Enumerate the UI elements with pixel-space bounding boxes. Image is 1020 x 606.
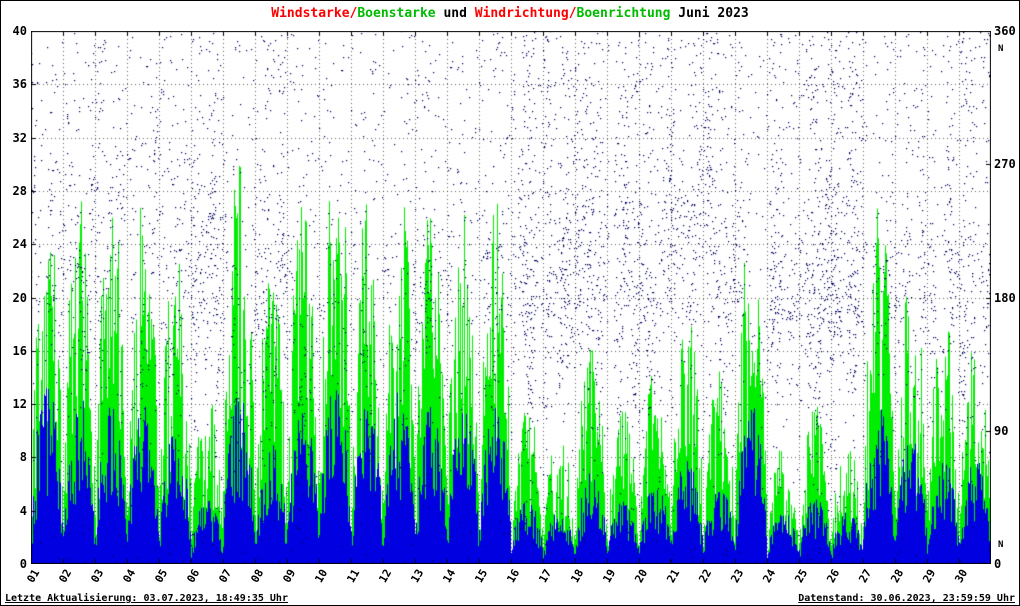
x-axis-day-label: 16 [504, 567, 523, 585]
chart-title-segment: Windrichtung/ [474, 6, 577, 21]
x-axis-day-label: 09 [280, 567, 299, 585]
x-axis-day-label: 17 [536, 567, 555, 585]
chart-title-segment: Windstarke/ [271, 6, 358, 21]
y-axis-right-tick-label: 0 [994, 557, 1002, 571]
x-axis-day-label: 10 [312, 567, 331, 585]
x-axis-day-label: 23 [728, 567, 747, 585]
y-axis-right-tick-label: 270 [994, 157, 1016, 172]
y-axis-left-tick-label: 20 [12, 290, 27, 305]
data-state-text: Datenstand: 30.06.2023, 23:59:59 Uhr [798, 593, 1015, 604]
x-axis-day-label: 18 [568, 567, 587, 585]
y-axis-left-tick-label: 32 [12, 130, 27, 145]
compass-north-label-bottom: N [998, 540, 1004, 550]
y-axis-left-tick-label: 8 [19, 450, 27, 465]
y-axis-right-tick-label: 90 [994, 423, 1009, 438]
x-axis-day-label: 14 [440, 567, 459, 585]
y-axis-left-tick-label: 4 [19, 503, 27, 518]
y-axis-left-tick-label: 0 [19, 557, 27, 571]
chart-title-segment: Juni 2023 [670, 6, 749, 21]
x-axis-day-label: 15 [472, 567, 491, 585]
y-axis-left-tick-label: 40 [12, 24, 27, 38]
y-axis-left-tick-label: 36 [12, 77, 27, 92]
y-axis-right-tick-label: 360 [994, 24, 1016, 38]
wind-chart-plot [31, 31, 991, 564]
x-axis-day-label: 19 [600, 567, 619, 585]
chart-title: Windstarke/Boenstarke und Windrichtung/B… [1, 6, 1019, 21]
chart-title-segment: Boenstarke [357, 6, 436, 21]
last-update-text: Letzte Aktualisierung: 03.07.2023, 18:49… [5, 593, 288, 604]
x-axis-day-label: 22 [696, 567, 715, 585]
x-axis-day-label: 21 [664, 567, 683, 585]
x-axis-day-label: 12 [376, 567, 395, 585]
x-axis-day-label: 20 [632, 567, 651, 585]
y-axis-left-tick-label: 28 [12, 183, 27, 198]
y-axis-left-tick-label: 24 [12, 237, 27, 252]
chart-title-segment: Boenrichtung [576, 6, 671, 21]
x-axis-day-label: 24 [760, 567, 779, 585]
chart-title-segment: und [435, 6, 475, 21]
y-axis-right-tick-label: 180 [994, 290, 1016, 305]
y-axis-left-tick-label: 12 [12, 397, 27, 412]
y-axis-left-tick-label: 16 [12, 343, 27, 358]
x-axis-day-label: 13 [408, 567, 427, 585]
compass-north-label-top: N [998, 44, 1004, 54]
x-axis-day-label: 11 [344, 567, 363, 585]
